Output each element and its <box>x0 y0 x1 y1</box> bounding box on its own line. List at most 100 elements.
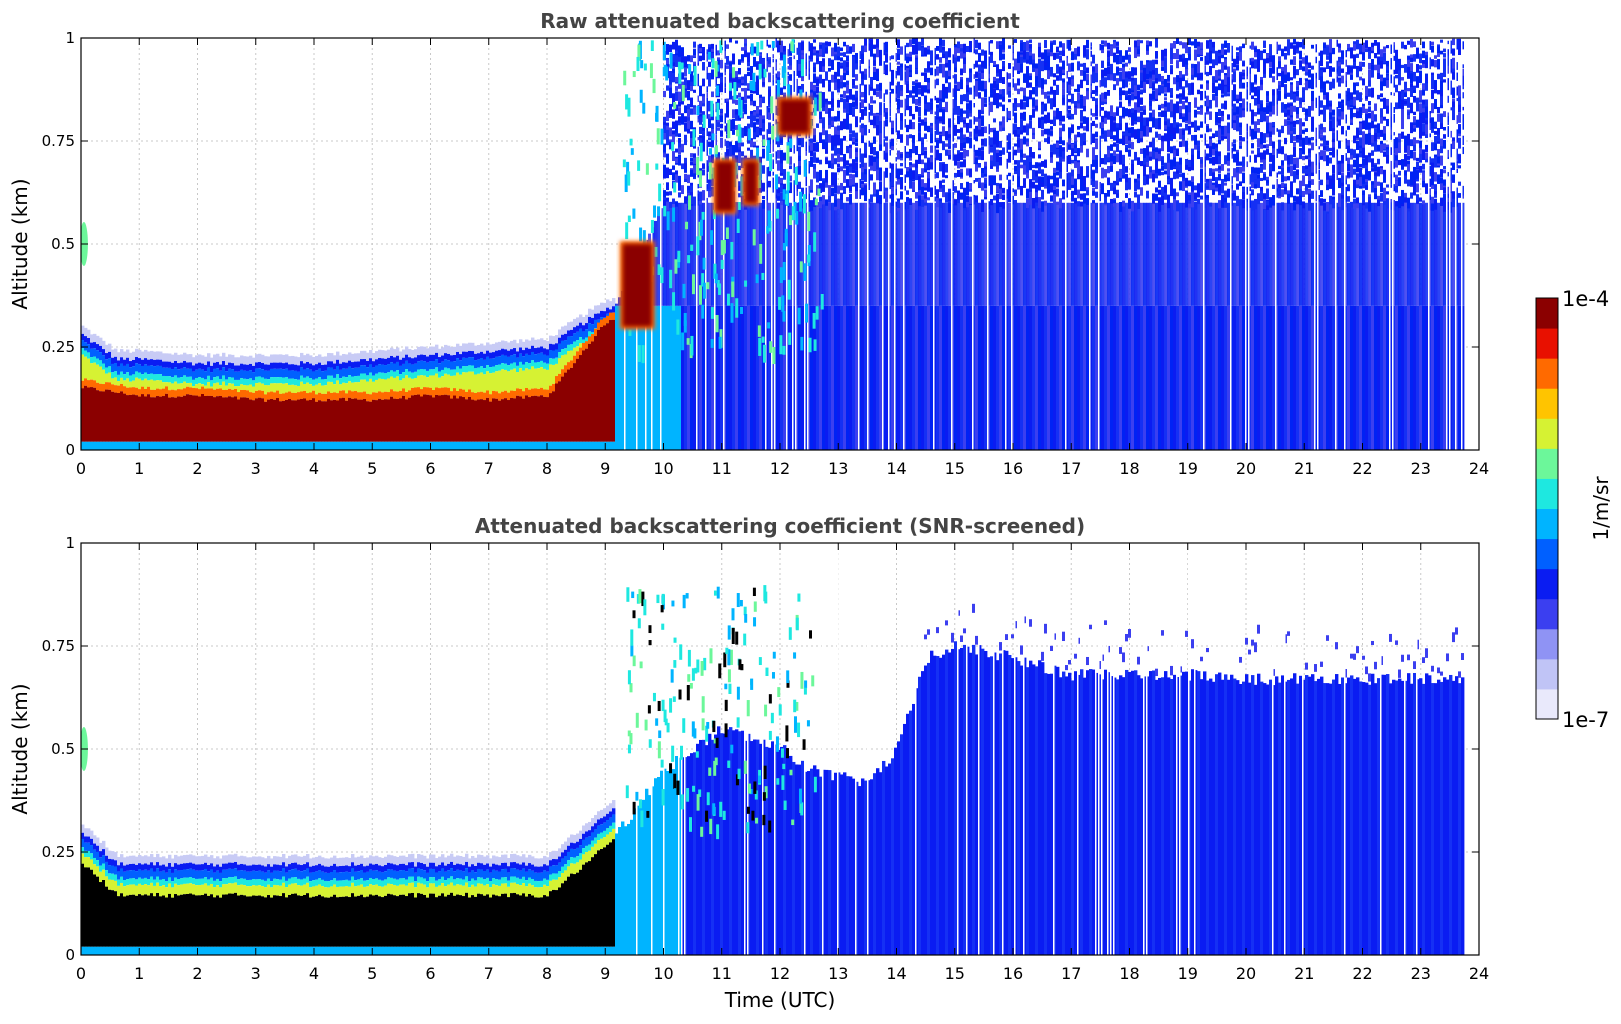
noise-low <box>1050 306 1053 450</box>
noise-speckle <box>999 102 1002 106</box>
noise-speckle <box>711 69 714 79</box>
noise-speckle <box>828 125 831 129</box>
layer-strip <box>366 353 369 361</box>
noise-speckle <box>1023 154 1026 158</box>
noise-low <box>873 306 876 450</box>
noise-speckle <box>768 122 771 131</box>
layer-strip <box>222 375 225 381</box>
layer-strip <box>117 386 120 393</box>
noise-mid <box>921 203 924 306</box>
noise-speckle <box>897 82 900 91</box>
layer-strip <box>93 363 96 381</box>
layer-strip <box>231 390 234 397</box>
noise-speckle <box>984 97 987 103</box>
layer-strip <box>387 392 390 399</box>
layer-strip <box>168 368 171 376</box>
noise-low <box>732 306 735 450</box>
layer-strip <box>264 356 267 364</box>
noise-speckle <box>864 89 867 97</box>
noise-speckle <box>915 38 918 48</box>
noise-speckle <box>942 92 945 103</box>
layer-strip <box>543 397 546 442</box>
layer-strip <box>456 352 459 358</box>
layer-strip <box>258 383 261 391</box>
layer-strip <box>363 359 366 365</box>
noise-speckle <box>744 88 747 92</box>
layer-strip <box>411 442 414 450</box>
noise-speckle <box>981 73 984 76</box>
layer-strip <box>156 374 159 380</box>
noise-speckle <box>969 184 972 190</box>
noise-speckle <box>837 168 840 172</box>
noise-speckle <box>885 191 888 201</box>
noise-speckle <box>831 63 834 69</box>
noise-speckle <box>783 46 786 52</box>
layer-strip <box>486 371 489 390</box>
layer-strip <box>246 442 249 450</box>
layer-strip <box>300 391 303 398</box>
layer-strip <box>300 376 303 382</box>
layer-strip <box>432 375 435 390</box>
noise-speckle <box>690 186 693 193</box>
noise-speckle <box>1044 103 1047 107</box>
layer-strip <box>135 395 138 442</box>
layer-strip <box>552 442 555 450</box>
noise-speckle <box>1095 192 1098 198</box>
noise-speckle <box>930 134 933 144</box>
noise-speckle <box>690 162 693 166</box>
noise-speckle <box>981 201 984 212</box>
noise-speckle <box>1071 114 1074 120</box>
noise-speckle <box>918 154 921 164</box>
noise-low <box>1008 306 1011 450</box>
layer-strip <box>249 378 252 384</box>
noise-speckle <box>1050 68 1053 76</box>
noise-speckle <box>873 137 876 142</box>
noise-speckle <box>1002 202 1005 209</box>
noise-speckle <box>744 74 747 78</box>
layer-strip <box>327 442 330 450</box>
layer-strip <box>165 382 168 386</box>
layer-strip <box>576 340 579 346</box>
layer-strip <box>528 349 531 355</box>
layer-strip <box>513 442 516 450</box>
layer-strip <box>525 368 528 388</box>
layer-strip <box>549 364 552 385</box>
layer-strip <box>375 351 378 359</box>
noise-speckle <box>1077 126 1080 130</box>
noise-speckle <box>969 197 972 204</box>
layer-strip <box>357 353 360 361</box>
layer-strip <box>237 386 240 392</box>
layer-strip <box>285 393 288 400</box>
noise-mid <box>978 203 981 306</box>
noise-speckle <box>948 155 951 160</box>
layer-strip <box>438 378 441 388</box>
layer-strip <box>333 364 336 370</box>
layer-strip <box>378 358 381 364</box>
layer-strip <box>444 359 447 367</box>
layer-strip <box>300 361 303 367</box>
layer-strip <box>600 303 603 311</box>
layer-strip <box>285 442 288 450</box>
layer-strip <box>258 442 261 450</box>
noise-speckle <box>828 202 831 209</box>
noise-speckle <box>798 67 801 71</box>
layer-strip <box>90 442 93 450</box>
noise-low <box>687 306 690 450</box>
layer-strip <box>348 375 351 381</box>
layer-strip <box>543 348 546 354</box>
layer-strip <box>303 370 306 378</box>
layer-strip <box>129 388 132 395</box>
layer-strip <box>210 386 213 388</box>
noise-speckle <box>861 153 864 163</box>
noise-speckle <box>912 39 915 45</box>
noise-speckle <box>1086 198 1089 205</box>
layer-strip <box>114 363 117 371</box>
layer-strip <box>405 375 408 392</box>
layer-strip <box>420 355 423 361</box>
noise-speckle <box>861 99 864 108</box>
layer-strip <box>171 377 174 383</box>
noise-speckle <box>996 153 999 162</box>
noise-speckle <box>1023 50 1026 56</box>
noise-speckle <box>936 54 939 59</box>
layer-strip <box>573 319 576 327</box>
